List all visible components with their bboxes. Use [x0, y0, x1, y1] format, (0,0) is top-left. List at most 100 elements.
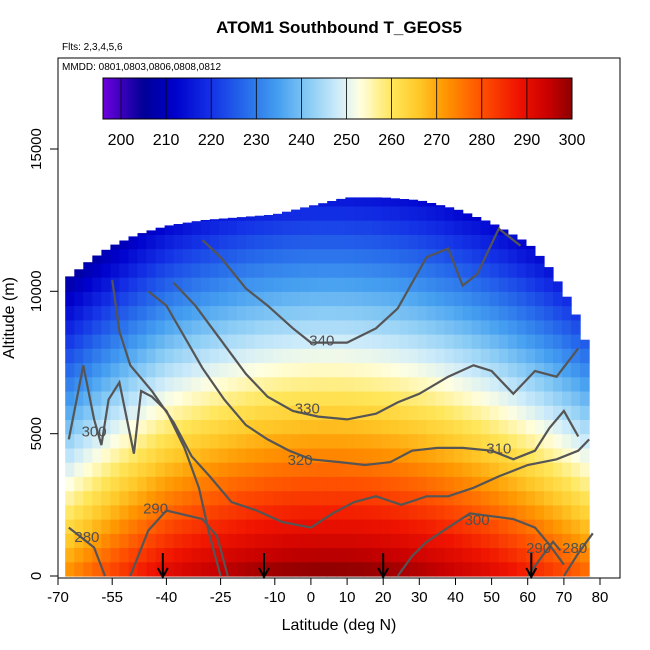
- heatmap-cell: [553, 376, 563, 392]
- colorbar-swatch: [551, 78, 555, 119]
- colorbar-swatch: [242, 78, 246, 119]
- heatmap-cell: [516, 362, 527, 378]
- heatmap-cell: [462, 262, 473, 278]
- heatmap-cell: [264, 348, 274, 364]
- heatmap-cell: [128, 433, 139, 449]
- colorbar-swatch: [450, 78, 453, 119]
- colorbar-swatch: [402, 78, 406, 119]
- heatmap-cell: [372, 547, 382, 563]
- heatmap-cell: [553, 305, 563, 321]
- colorbar-swatch: [188, 78, 192, 119]
- heatmap-cell: [110, 305, 120, 321]
- heatmap-cell: [300, 476, 310, 492]
- colorbar-swatch: [364, 78, 368, 119]
- heatmap-cell: [562, 490, 572, 506]
- colorbar-swatch: [387, 78, 390, 119]
- heatmap-cell: [282, 291, 292, 307]
- heatmap-cell: [372, 490, 382, 506]
- heatmap-cell: [191, 334, 202, 349]
- heatmap-cell: [417, 504, 428, 520]
- heatmap-cell: [101, 476, 111, 492]
- heatmap-cell: [245, 533, 256, 549]
- heatmap-cell: [535, 348, 545, 364]
- heatmap-cell: [236, 519, 247, 534]
- heatmap-cell: [119, 291, 129, 307]
- heatmap-cell: [300, 348, 310, 364]
- heatmap-cell: [74, 561, 84, 577]
- heatmap-cell: [309, 220, 319, 235]
- heatmap-cell: [399, 205, 410, 221]
- heatmap-cell: [372, 248, 382, 264]
- heatmap-cell: [399, 519, 410, 534]
- heatmap-cell: [83, 291, 93, 307]
- colorbar-swatch: [168, 78, 172, 119]
- heatmap-cell: [273, 213, 283, 221]
- heatmap-cell: [562, 376, 572, 392]
- heatmap-cell: [489, 433, 500, 449]
- heatmap-cell: [363, 391, 373, 406]
- heatmap-cell: [327, 504, 337, 520]
- heatmap-cell: [173, 362, 184, 378]
- heatmap-cell: [462, 291, 473, 307]
- heatmap-cell: [399, 419, 410, 435]
- heatmap-cell: [426, 476, 437, 492]
- colorbar-swatch: [357, 78, 361, 119]
- heatmap-cell: [137, 405, 148, 420]
- heatmap-cell: [336, 248, 346, 264]
- heatmap-cell: [291, 305, 301, 321]
- heatmap-cell: [209, 262, 220, 278]
- heatmap-cell: [200, 220, 211, 235]
- heatmap-cell: [426, 490, 437, 506]
- heatmap-cell: [101, 519, 111, 534]
- heatmap-cell: [74, 519, 84, 534]
- heatmap-cell: [291, 391, 301, 406]
- heatmap-cell: [327, 362, 337, 378]
- heatmap-cell: [480, 348, 491, 364]
- heatmap-cell: [164, 533, 175, 549]
- heatmap-cell: [535, 419, 545, 435]
- heatmap-cell: [435, 391, 446, 406]
- heatmap-cell: [227, 504, 238, 520]
- heatmap-cell: [309, 362, 319, 378]
- heatmap-cell: [553, 419, 563, 435]
- heatmap-cell: [236, 376, 247, 392]
- colorbar-tick-label: 280: [468, 132, 495, 149]
- heatmap-cell: [507, 533, 518, 549]
- heatmap-cell: [544, 376, 554, 392]
- heatmap-cell: [507, 362, 518, 378]
- heatmap-cell: [218, 519, 229, 534]
- heatmap-cell: [173, 391, 184, 406]
- heatmap-cell: [191, 248, 202, 264]
- heatmap-cell: [444, 262, 455, 278]
- heatmap-cell: [309, 547, 319, 563]
- heatmap-cell: [444, 447, 455, 463]
- colorbar-swatch: [161, 78, 165, 119]
- heatmap-cell: [236, 262, 247, 278]
- heatmap-cell: [146, 447, 157, 463]
- heatmap-cell: [182, 348, 193, 364]
- colorbar-swatch: [256, 78, 259, 119]
- heatmap-cell: [372, 220, 382, 235]
- heatmap-cell: [264, 234, 274, 250]
- heatmap-cell: [191, 291, 202, 307]
- heatmap-cell: [372, 234, 382, 250]
- heatmap-cell: [471, 319, 482, 335]
- heatmap-cell: [218, 319, 229, 335]
- colorbar: 200 210 220 230 240 250 260 270 280 290 300: [102, 77, 585, 149]
- heatmap-cell: [173, 376, 184, 392]
- heatmap-cell: [354, 376, 364, 392]
- heatmap-cell: [381, 547, 391, 563]
- heatmap-cell: [417, 419, 428, 435]
- heatmap-cell: [571, 433, 581, 449]
- heatmap-cell: [65, 291, 75, 307]
- heatmap-cell: [381, 447, 391, 463]
- heatmap-cell: [471, 447, 482, 463]
- heatmap-cell: [182, 362, 193, 378]
- heatmap-cell: [309, 291, 319, 307]
- heatmap-cell: [571, 533, 581, 549]
- heatmap-cell: [74, 277, 84, 292]
- heatmap-cell: [218, 334, 229, 349]
- colorbar-swatch: [195, 78, 199, 119]
- colorbar-swatch: [553, 78, 557, 119]
